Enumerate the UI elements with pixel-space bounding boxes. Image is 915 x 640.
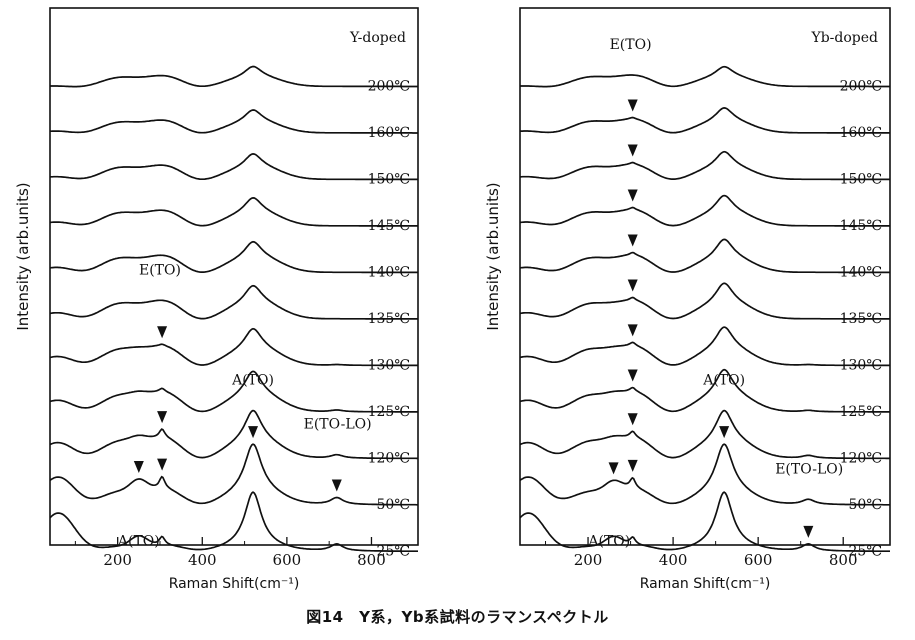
x-tick-label: 200 — [103, 551, 132, 569]
series-label: 50℃ — [377, 497, 410, 513]
spectrum-line — [519, 368, 890, 413]
peak-marker — [331, 479, 342, 492]
peak-marker — [627, 324, 638, 337]
spectrum-line — [50, 65, 418, 88]
peak-annotation: A(TO) — [587, 534, 630, 550]
peak-marker — [627, 99, 638, 112]
x-tick-label: 800 — [829, 551, 858, 569]
spectrum-line — [519, 443, 890, 506]
series-label: 25℃ — [849, 544, 882, 560]
series-label: 140℃ — [840, 265, 882, 281]
spectrum-line — [49, 327, 418, 367]
series-label: 160℃ — [368, 125, 410, 141]
spectrum-line — [519, 491, 890, 553]
spectrum-line — [519, 150, 890, 181]
series-label: 200℃ — [840, 79, 882, 95]
peak-marker — [608, 462, 619, 475]
panel-yb-doped: 200 400 600 800 Raman Shift(cm⁻¹) Intensity (… — [484, 7, 891, 592]
peak-marker — [627, 413, 638, 426]
peak-marker — [133, 460, 144, 473]
peak-marker — [248, 426, 259, 439]
series-label: 140℃ — [368, 265, 410, 281]
spectrum-line — [519, 107, 890, 134]
panel-title: Y-doped — [349, 30, 406, 46]
peak-annotation: A(TO) — [231, 373, 274, 389]
spectrum-line — [49, 409, 418, 460]
series-label: 130℃ — [368, 358, 410, 374]
peak-marker — [627, 144, 638, 157]
x-tick-label: 600 — [744, 551, 773, 569]
x-tick-label: 400 — [659, 551, 688, 569]
x-tick-label: 400 — [188, 551, 217, 569]
series-label: 160℃ — [840, 125, 882, 141]
series-label: 150℃ — [368, 172, 410, 188]
spectrum-line — [49, 443, 418, 506]
peak-annotation: A(TO) — [702, 373, 745, 389]
spectrum-line — [519, 326, 890, 367]
y-axis-label: Intensity (arb.units) — [484, 182, 502, 330]
peak-annotation: E(TO) — [610, 37, 652, 53]
peak-annotation: A(TO) — [117, 534, 160, 550]
x-tick-label: 800 — [357, 551, 386, 569]
series-label: 125℃ — [840, 404, 882, 420]
peak-annotation: E(TO-LO) — [304, 417, 372, 433]
spectrum-line — [519, 238, 890, 274]
peak-marker — [157, 326, 168, 339]
peak-marker — [719, 426, 730, 439]
peak-marker — [157, 458, 168, 471]
series-label: 50℃ — [849, 497, 882, 513]
peak-annotation: E(TO-LO) — [775, 461, 843, 477]
series-label: 135℃ — [840, 311, 882, 327]
peak-marker — [803, 525, 814, 538]
spectrum-line — [50, 109, 418, 134]
x-axis-label: Raman Shift(cm⁻¹) — [640, 576, 771, 592]
peak-marker — [627, 369, 638, 382]
series-label: 120℃ — [840, 451, 882, 467]
series-label: 135℃ — [368, 311, 410, 327]
x-tick-label: 600 — [273, 551, 302, 569]
peak-marker — [157, 411, 168, 424]
x-tick-label: 200 — [574, 551, 603, 569]
series-label: 145℃ — [840, 218, 882, 234]
peak-marker — [627, 189, 638, 202]
panel-y-doped: 200 400 600 800 Raman Shift(cm⁻¹) Intensity (… — [14, 7, 419, 592]
peak-annotation: E(TO) — [139, 262, 181, 278]
spectrum-line — [49, 370, 418, 413]
peak-marker — [627, 459, 638, 472]
series-label: 25℃ — [377, 544, 410, 560]
spectrum-line — [49, 284, 418, 320]
plot-frame — [49, 7, 419, 546]
spectrum-line — [49, 197, 418, 227]
series-label: 200℃ — [368, 79, 410, 95]
plot-frame — [519, 7, 891, 546]
x-axis-label: Raman Shift(cm⁻¹) — [169, 576, 300, 592]
series-label: 150℃ — [840, 172, 882, 188]
spectrum-line — [49, 153, 418, 181]
series-label: 145℃ — [368, 218, 410, 234]
peak-marker — [627, 279, 638, 292]
panel-title: Yb-doped — [810, 30, 878, 46]
figure-caption: 図14 Y系，Yb系試料のラマンスペクトル — [306, 608, 609, 626]
spectrum-line — [520, 65, 890, 88]
spectrum-line — [49, 240, 418, 274]
y-axis-label: Intensity (arb.units) — [14, 182, 32, 330]
spectrum-line — [519, 194, 890, 227]
series-label: 125℃ — [368, 404, 410, 420]
series-label: 130℃ — [840, 358, 882, 374]
spectrum-line — [49, 491, 418, 553]
spectrum-line — [519, 409, 890, 460]
spectrum-line — [519, 282, 890, 320]
series-label: 120℃ — [368, 451, 410, 467]
peak-marker — [627, 234, 638, 247]
